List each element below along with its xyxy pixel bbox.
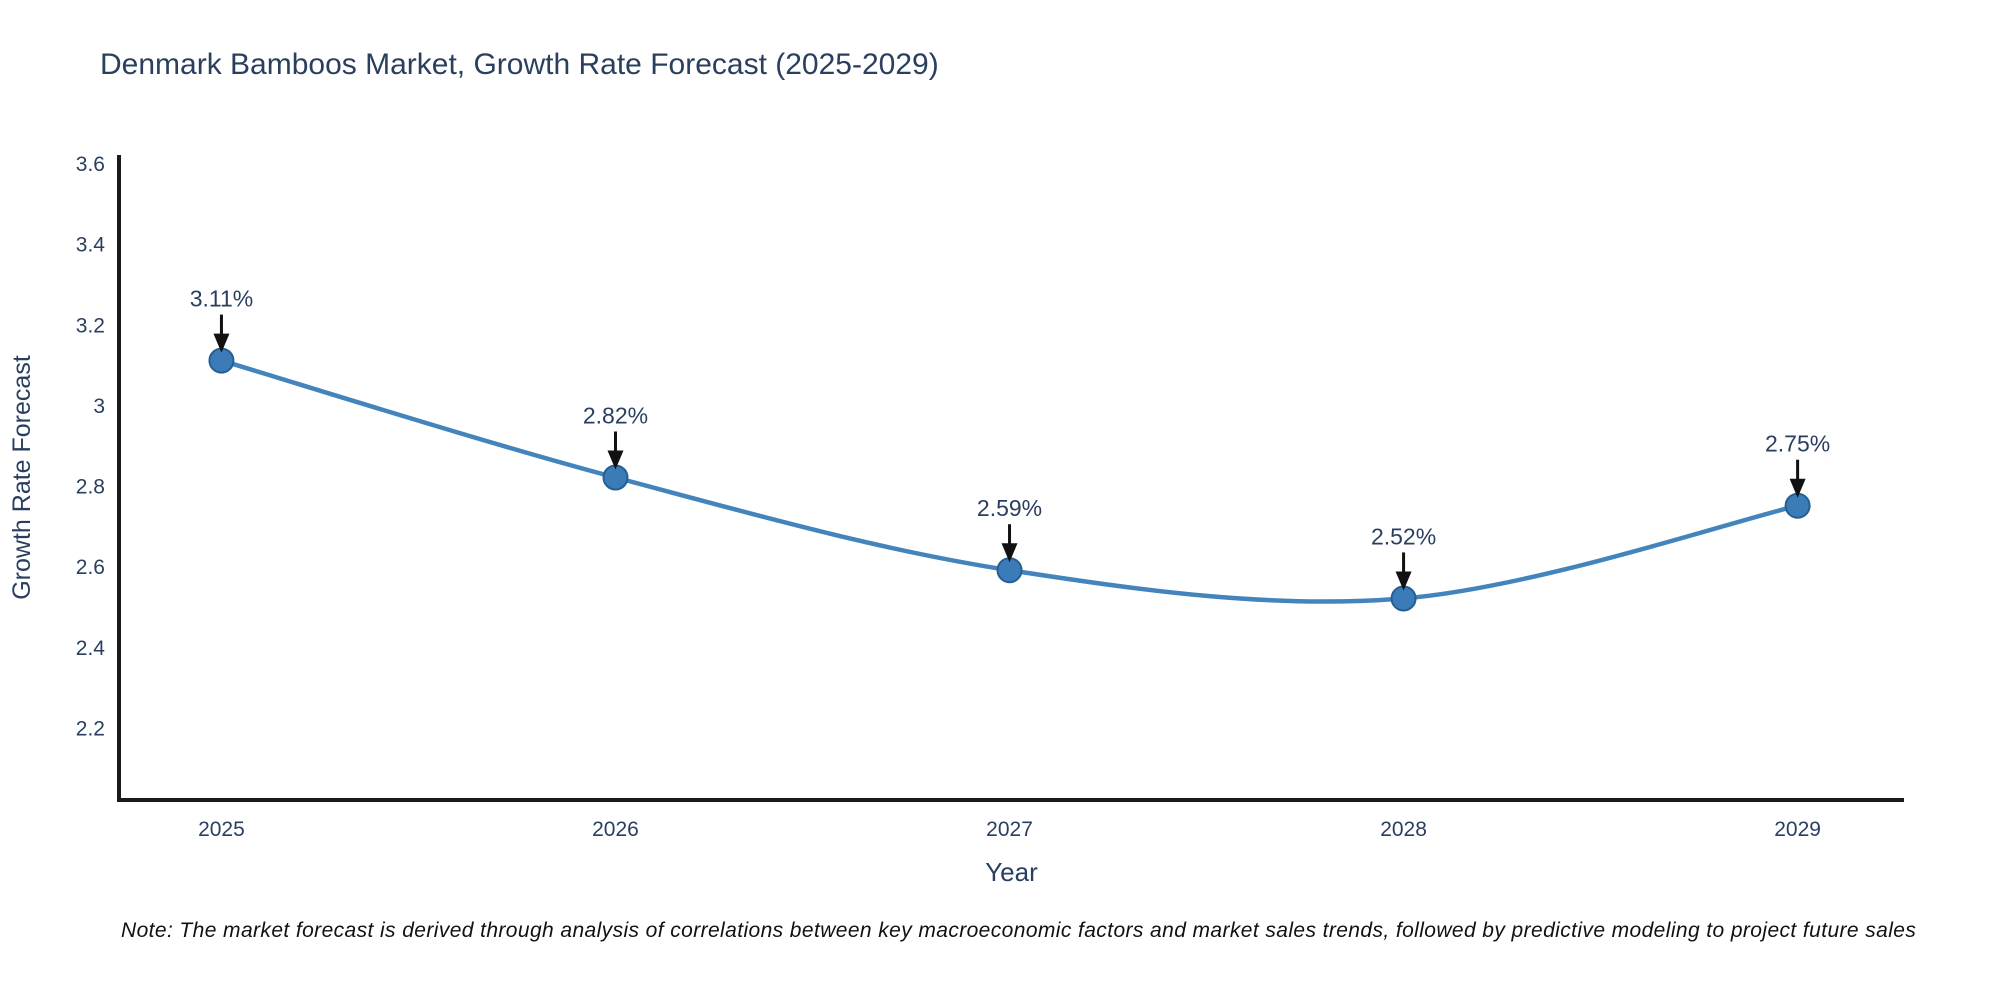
- y-tick-label: 2.8: [76, 476, 105, 499]
- x-axis-title: Year: [985, 857, 1038, 887]
- annotation-arrow-head: [213, 333, 230, 353]
- annotation-label: 2.82%: [583, 403, 648, 429]
- axis-lines: [117, 155, 1904, 802]
- y-tick-label: 3.4: [76, 234, 106, 257]
- annotation-arrow-head: [1395, 571, 1412, 591]
- x-tick-label: 2026: [592, 818, 639, 841]
- y-tick-label: 2.4: [76, 637, 106, 660]
- y-axis-title: Growth Rate Forecast: [8, 355, 36, 600]
- y-tick-label: 3.6: [76, 153, 105, 176]
- annotation-arrow-head: [1789, 478, 1806, 498]
- y-tick-label: 3: [93, 395, 105, 418]
- chart-title: Denmark Bamboos Market, Growth Rate Fore…: [100, 48, 939, 81]
- annotation-label: 2.59%: [977, 495, 1042, 521]
- footnote: Note: The market forecast is derived thr…: [121, 919, 1917, 942]
- x-tick-label: 2028: [1380, 818, 1427, 841]
- annotation-label: 2.52%: [1371, 523, 1436, 549]
- x-tick-label: 2025: [198, 818, 245, 841]
- y-tick-label: 2.6: [76, 556, 105, 579]
- x-tick-label: 2027: [986, 818, 1033, 841]
- annotation-label: 2.75%: [1765, 431, 1830, 457]
- y-tick-label: 2.2: [76, 717, 105, 740]
- annotation-arrow-head: [607, 450, 624, 470]
- x-tick-label: 2029: [1774, 818, 1821, 841]
- annotation-label: 3.11%: [190, 286, 254, 312]
- y-tick-label: 3.2: [76, 314, 105, 337]
- annotation-arrow-head: [1001, 543, 1018, 563]
